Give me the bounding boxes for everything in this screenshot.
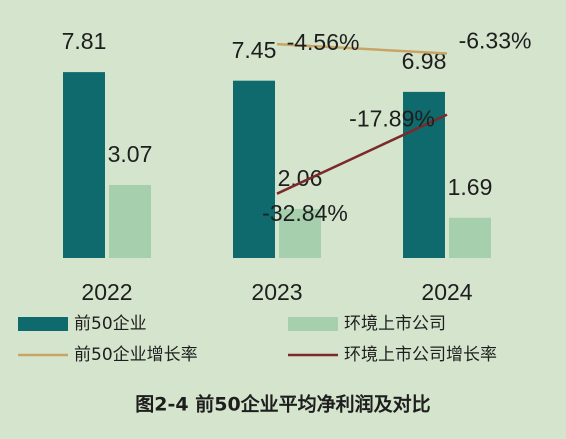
legend-label: 环境上市公司增长率 xyxy=(344,345,497,365)
legend-swatch xyxy=(18,317,68,331)
legend-label: 前50企业增长率 xyxy=(74,345,198,365)
legend-swatch xyxy=(288,317,338,331)
line xyxy=(276,113,448,195)
data-label: -4.56% xyxy=(287,29,360,55)
bar xyxy=(63,72,105,258)
x-tick-label: 2023 xyxy=(251,279,302,305)
data-label: -6.33% xyxy=(459,28,532,54)
data-label: -17.89% xyxy=(349,106,435,132)
data-label: 1.69 xyxy=(448,174,493,200)
bar xyxy=(279,208,321,258)
data-label: -32.84% xyxy=(262,200,348,226)
bar xyxy=(233,80,275,258)
x-tick-label: 2024 xyxy=(421,279,472,305)
data-label: 2.06 xyxy=(278,165,323,191)
bar xyxy=(109,184,151,258)
data-label: 7.81 xyxy=(62,28,107,54)
bar xyxy=(449,217,491,258)
data-label: 3.07 xyxy=(108,141,153,167)
chart-title: 图2-4 前50企业平均净利润及对比 xyxy=(135,393,430,416)
legend-label: 环境上市公司 xyxy=(344,314,446,334)
data-label: 7.45 xyxy=(232,37,277,63)
line xyxy=(276,42,448,55)
x-tick-label: 2022 xyxy=(81,279,132,305)
legend-label: 前50企业 xyxy=(74,314,147,334)
